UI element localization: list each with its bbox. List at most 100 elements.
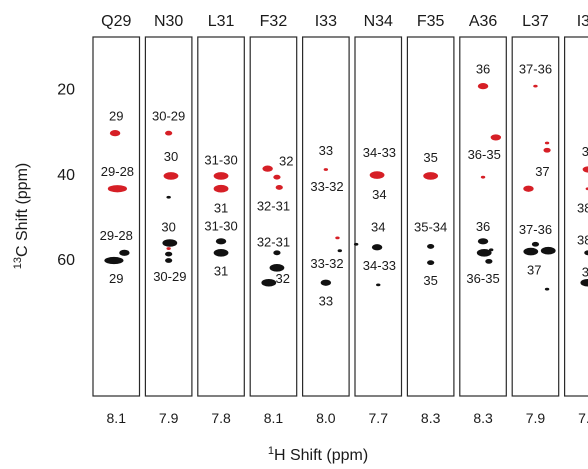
peak-positive <box>582 166 588 173</box>
peak-negative <box>477 238 489 245</box>
peak-negative <box>371 244 383 251</box>
h-shift-label: 8.3 <box>473 410 493 426</box>
peak-negative <box>485 258 493 264</box>
peak-positive <box>533 84 538 88</box>
peak-negative <box>337 249 342 253</box>
peak-label: 36-35 <box>466 271 499 286</box>
peak-label: 31-30 <box>204 218 237 233</box>
peak-positive <box>213 172 229 180</box>
strip-frame <box>511 36 560 397</box>
peak-negative <box>376 283 381 287</box>
peak-label: 35 <box>423 150 437 165</box>
peak-negative <box>531 241 540 247</box>
peak-label: 37 <box>535 164 549 179</box>
peak-label: 35 <box>423 273 437 288</box>
h-shift-label: 7.6 <box>578 410 588 426</box>
peak-label: 37-36 <box>519 62 552 77</box>
peak-negative <box>476 249 492 257</box>
y-axis-title-text: C Shift (ppm) <box>14 163 31 257</box>
peak-negative <box>215 238 227 245</box>
h-shift-label: 8.0 <box>316 410 336 426</box>
residue-label: N30 <box>154 13 183 30</box>
peak-positive <box>323 168 329 171</box>
y-axis: 13C Shift (ppm) 20 40 60 <box>12 81 75 269</box>
peak-label: 33-32 <box>310 256 343 271</box>
strip-i33: I33 8.0 33 33-32 33-32 33 <box>302 13 350 426</box>
residue-label: F32 <box>260 13 288 30</box>
peak-label: 32 <box>279 153 293 168</box>
strip-frame <box>459 36 507 397</box>
peak-label: 38-37 <box>577 200 588 215</box>
peak-positive <box>423 172 439 180</box>
peak-label: 34 <box>371 220 385 235</box>
residue-label: F35 <box>417 13 445 30</box>
strips: Q29 8.1 29 29-28 29-28 29 N30 7.9 30-29 30 30 30-29… <box>92 13 588 426</box>
peak-negative <box>540 246 556 255</box>
peak-negative <box>580 278 588 287</box>
peak-positive <box>166 247 171 250</box>
strip-n30: N30 7.9 30-29 30 30 30-29 <box>144 13 193 426</box>
h-shift-label: 7.9 <box>159 410 179 426</box>
peak-positive <box>165 130 173 136</box>
strip-frame <box>354 36 403 397</box>
peak-label: 31-30 <box>204 153 237 168</box>
peak-label: 32-31 <box>257 235 290 250</box>
peak-label: 36 <box>476 219 490 234</box>
x-axis-title-text: H Shift (ppm) <box>274 447 368 464</box>
strip-frame <box>92 36 141 397</box>
y-axis-title-superscript: 13 <box>12 257 24 269</box>
y-tick-label: 60 <box>57 252 75 269</box>
peak-label: 36 <box>476 62 490 77</box>
peak-label: 33-32 <box>310 179 343 194</box>
peak-label: 29 <box>109 109 123 124</box>
h-shift-label: 7.9 <box>526 410 546 426</box>
peak-positive <box>335 236 340 240</box>
peak-positive <box>107 185 128 193</box>
peak-label: 38 <box>582 144 588 159</box>
peak-negative <box>353 242 359 246</box>
peak-negative <box>162 239 178 247</box>
peak-positive <box>369 171 385 179</box>
peak-label: 32-31 <box>257 198 290 213</box>
residue-label: I33 <box>315 13 337 30</box>
y-axis-title: 13C Shift (ppm) <box>12 163 31 270</box>
residue-label: A36 <box>469 13 498 30</box>
x-axis-title-superscript: 1 <box>268 445 274 457</box>
residue-label: Q29 <box>101 13 131 30</box>
peak-positive <box>585 187 588 191</box>
strip-l31: L31 7.8 31-30 31 31-30 31 <box>197 13 245 426</box>
peak-negative <box>273 250 281 256</box>
peak-label: 30-29 <box>153 269 186 284</box>
peak-negative <box>269 263 285 272</box>
peak-positive <box>213 184 229 193</box>
peak-positive <box>163 172 179 180</box>
peak-positive <box>262 165 273 172</box>
peak-label: 34-33 <box>363 145 396 160</box>
peak-positive <box>273 174 281 180</box>
peak-positive <box>480 175 486 179</box>
strip-f32: F32 8.1 32 32-31 32-31 32 <box>249 13 298 426</box>
strip-f35: F35 8.3 35 35-34 35 <box>406 13 455 426</box>
peak-negative <box>261 278 277 287</box>
peak-label: 29-28 <box>101 164 134 179</box>
peak-label: 32 <box>276 271 290 286</box>
peak-label: 29-28 <box>100 228 133 243</box>
peak-label: 30 <box>164 149 178 164</box>
strip-frame <box>144 36 193 397</box>
residue-label: L37 <box>522 13 549 30</box>
peak-negative <box>427 260 435 266</box>
residue-label: L31 <box>208 13 235 30</box>
peak-label: 30-29 <box>152 109 185 124</box>
peak-negative <box>544 287 550 291</box>
peak-positive <box>275 185 283 190</box>
strip-frame <box>249 36 298 397</box>
strip-frame <box>406 36 455 397</box>
peak-label: 36-35 <box>468 147 501 162</box>
peak-label: 38 <box>582 265 588 280</box>
peak-positive <box>523 185 534 192</box>
peak-negative <box>584 250 588 256</box>
strip-l37: L37 7.9 37-36 37 37-36 37 <box>511 13 560 426</box>
h-shift-label: 8.1 <box>107 410 127 426</box>
strip-frame <box>302 36 350 397</box>
